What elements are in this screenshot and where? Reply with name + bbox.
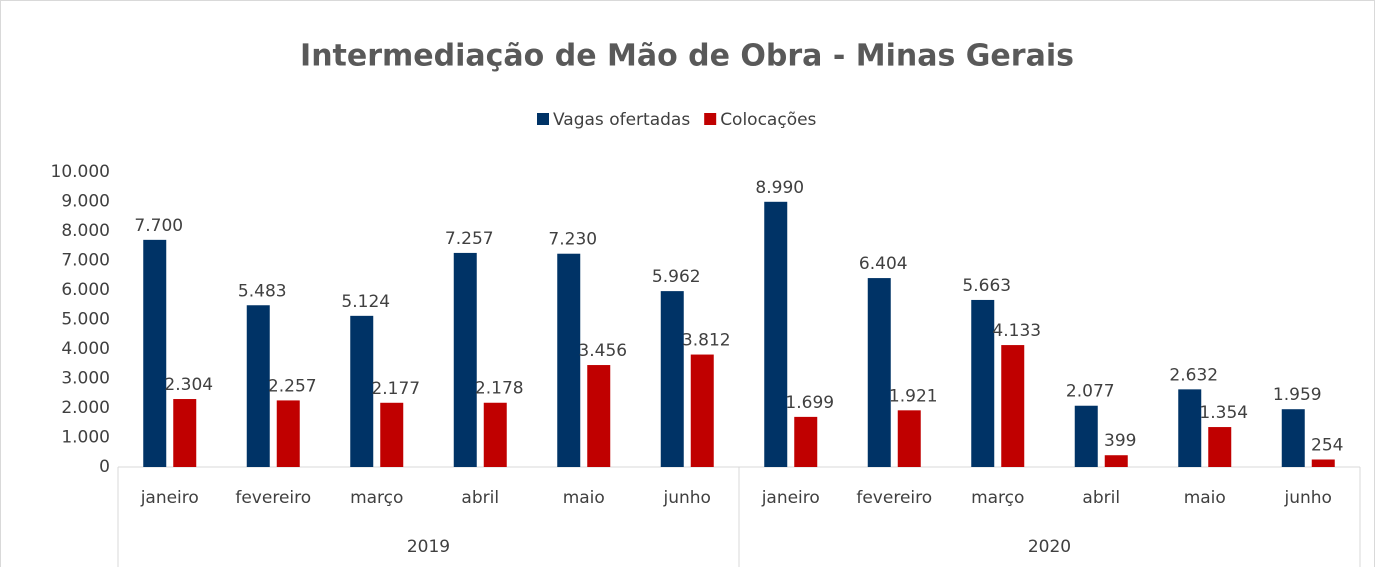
data-label: 4.133 — [992, 321, 1041, 341]
bar — [1311, 459, 1335, 467]
y-tick-label: 5.000 — [61, 310, 110, 330]
bar — [483, 402, 507, 467]
y-tick-label: 9.000 — [61, 192, 110, 212]
x-tick-label: junho — [1284, 488, 1332, 508]
bar — [350, 315, 374, 467]
x-tick-label: janeiro — [140, 488, 199, 508]
chart-title: Intermediação de Mão de Obra - Minas Ger… — [300, 39, 1074, 74]
data-label: 7.700 — [134, 216, 183, 236]
bar — [867, 278, 891, 467]
bar — [246, 305, 270, 467]
x-tick-label: abril — [461, 488, 499, 508]
x-tick-label: fevereiro — [235, 488, 311, 508]
bar — [794, 416, 818, 467]
bar — [660, 291, 684, 467]
bar — [557, 253, 581, 467]
bar — [690, 354, 714, 467]
data-label: 1.354 — [1199, 403, 1248, 423]
data-label: 7.230 — [548, 230, 597, 250]
data-label: 8.990 — [755, 178, 804, 198]
bar — [897, 410, 921, 467]
y-tick-label: 2.000 — [61, 398, 110, 418]
legend-swatch — [704, 113, 717, 125]
bar — [1208, 427, 1232, 467]
bar — [276, 400, 300, 467]
bar — [1074, 405, 1098, 467]
y-tick-label: 8.000 — [61, 221, 110, 241]
data-label: 254 — [1311, 436, 1343, 456]
bar — [1104, 455, 1128, 467]
bar — [1281, 409, 1305, 467]
y-tick-label: 6.000 — [61, 280, 110, 300]
data-label: 7.257 — [445, 229, 494, 249]
bar — [143, 239, 167, 467]
y-tick-label: 7.000 — [61, 251, 110, 271]
legend-label: Colocações — [720, 110, 816, 130]
y-tick-label: 0 — [99, 457, 110, 477]
data-label: 5.124 — [341, 292, 390, 312]
legend-swatch — [537, 113, 549, 125]
x-tick-label: março — [350, 488, 403, 508]
data-label: 2.177 — [371, 379, 420, 399]
x-tick-label: abril — [1082, 488, 1120, 508]
bar — [1178, 389, 1202, 467]
data-label: 3.456 — [578, 341, 627, 361]
y-tick-label: 1.000 — [61, 428, 110, 448]
legend-label: Vagas ofertadas — [553, 110, 690, 130]
x-tick-label: janeiro — [761, 488, 820, 508]
bar — [971, 299, 995, 467]
data-label: 2.632 — [1169, 365, 1218, 385]
data-label: 399 — [1104, 431, 1136, 451]
group-label: 2020 — [1028, 537, 1071, 557]
x-tick-label: março — [971, 488, 1024, 508]
data-label: 1.699 — [785, 393, 834, 413]
x-tick-label: maio — [1184, 488, 1226, 508]
data-label: 1.959 — [1273, 385, 1322, 405]
data-label: 6.404 — [859, 254, 908, 274]
bar — [453, 252, 477, 467]
data-label: 5.663 — [962, 276, 1011, 296]
y-tick-label: 4.000 — [61, 339, 110, 359]
data-label: 3.812 — [682, 331, 731, 351]
data-label: 1.921 — [889, 386, 938, 406]
y-tick-label: 10.000 — [51, 162, 110, 182]
data-label: 2.178 — [475, 379, 524, 399]
x-tick-label: fevereiro — [856, 488, 932, 508]
bar — [1001, 345, 1025, 467]
bar — [764, 201, 788, 468]
x-tick-label: junho — [663, 488, 711, 508]
bar — [380, 402, 404, 467]
data-label: 5.483 — [238, 281, 287, 301]
data-label: 2.077 — [1066, 382, 1115, 402]
data-label: 5.962 — [652, 267, 701, 287]
data-label: 2.304 — [164, 375, 213, 395]
bar — [173, 399, 197, 467]
x-tick-label: maio — [563, 488, 605, 508]
data-label: 2.257 — [268, 376, 317, 396]
bar — [587, 365, 611, 467]
y-tick-label: 3.000 — [61, 369, 110, 389]
group-label: 2019 — [407, 537, 450, 557]
